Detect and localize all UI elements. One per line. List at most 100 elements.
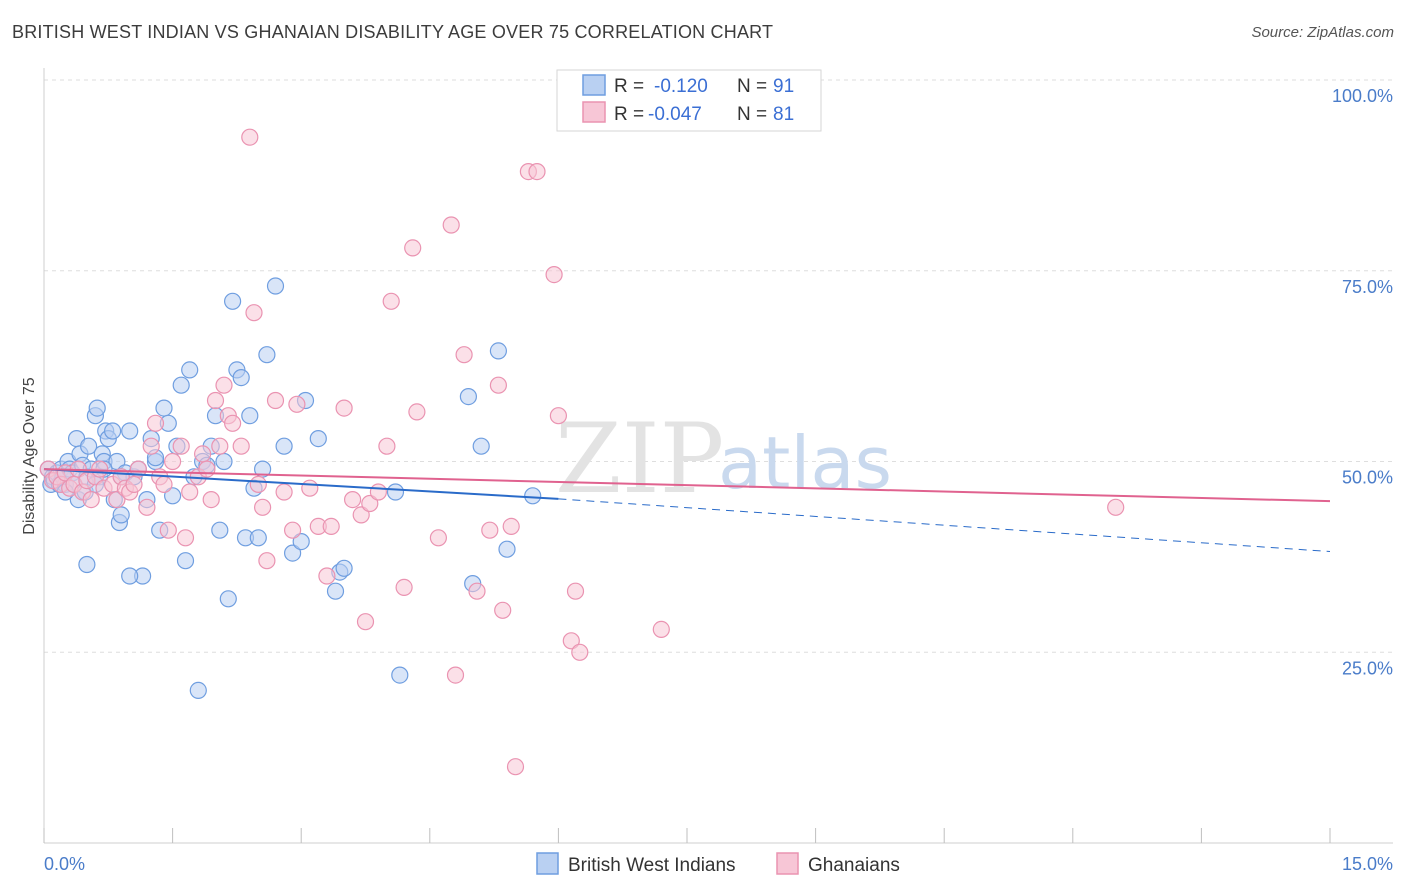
point-ghanaians: [164, 452, 182, 471]
point-british-west-indians: [459, 388, 477, 406]
point-ghanaians: [108, 491, 126, 509]
point-ghanaians: [395, 578, 413, 597]
point-british-west-indians: [489, 342, 507, 360]
point-ghanaians: [194, 445, 212, 463]
point-ghanaians: [506, 758, 525, 776]
point-british-west-indians: [275, 437, 293, 455]
point-british-west-indians: [326, 582, 345, 600]
point-british-west-indians: [121, 567, 139, 585]
watermark-atlas: atlas: [718, 421, 892, 505]
point-british-west-indians: [181, 361, 199, 379]
watermark: ZIP atlas: [555, 403, 892, 515]
stats-n-value-1: 91: [773, 76, 794, 97]
point-ghanaians: [258, 552, 276, 570]
point-ghanaians: [198, 460, 216, 478]
point-british-west-indians: [472, 437, 490, 455]
chart-title: BRITISH WEST INDIAN VS GHANAIAN DISABILI…: [12, 22, 774, 42]
point-ghanaians: [172, 437, 190, 455]
y-tick-label-50: 50.0%: [1342, 468, 1393, 488]
point-ghanaians: [549, 407, 568, 425]
point-ghanaians: [408, 403, 426, 421]
axes: [43, 68, 1393, 844]
point-ghanaians: [249, 475, 267, 493]
y-axis-label: Disability Age Over 75: [21, 377, 38, 535]
point-british-west-indians: [121, 422, 139, 440]
point-ghanaians: [652, 620, 670, 639]
point-ghanaians: [562, 632, 580, 650]
legend-label-british-west-indians: British West Indians: [568, 855, 736, 876]
point-ghanaians: [241, 128, 259, 146]
point-ghanaians: [245, 304, 263, 322]
point-ghanaians: [138, 498, 156, 516]
stats-n-value-2: 81: [773, 104, 794, 125]
point-british-west-indians: [386, 483, 405, 501]
point-ghanaians: [455, 346, 473, 364]
y-tick-label-75: 75.0%: [1342, 277, 1393, 297]
stats-r-value-2: -0.047: [648, 104, 702, 125]
stats-swatch-blue: [582, 74, 606, 96]
y-tick-label-100: 100.0%: [1332, 86, 1393, 106]
point-ghanaians: [254, 498, 272, 516]
stats-r-value-1: -0.120: [654, 76, 708, 97]
point-ghanaians: [288, 395, 306, 413]
point-ghanaians: [284, 521, 302, 539]
point-ghanaians: [356, 613, 375, 631]
point-ghanaians: [344, 491, 362, 509]
point-ghanaians: [429, 529, 447, 547]
point-ghanaians: [1107, 498, 1125, 516]
point-ghanaians: [446, 666, 465, 684]
trend-line-british-west-indians: [43, 468, 559, 500]
chart-source: Source: ZipAtlas.com: [1251, 24, 1394, 41]
point-ghanaians: [369, 483, 387, 501]
point-ghanaians: [224, 414, 242, 432]
point-british-west-indians: [215, 452, 233, 471]
point-british-west-indians: [88, 399, 106, 417]
point-ghanaians: [211, 437, 229, 455]
legend-swatch-british-west-indians: [536, 852, 559, 875]
point-british-west-indians: [219, 590, 237, 608]
point-ghanaians: [404, 239, 422, 257]
point-ghanaians: [125, 475, 143, 493]
point-british-west-indians: [189, 681, 207, 700]
point-british-west-indians: [284, 544, 302, 562]
point-british-west-indians: [498, 540, 516, 558]
point-british-west-indians: [78, 555, 96, 574]
stats-n-label-2: N =: [737, 104, 767, 125]
stats-r-label-2: R =: [614, 104, 644, 125]
point-british-west-indians: [164, 487, 182, 505]
point-british-west-indians: [249, 529, 267, 547]
x-tick-label-max: 15.0%: [1342, 854, 1393, 874]
point-ghanaians: [361, 494, 379, 513]
point-ghanaians: [468, 582, 486, 600]
point-ghanaians: [571, 643, 589, 661]
stats-r-label-1: R =: [614, 76, 644, 97]
x-tick-label-min: 0.0%: [44, 854, 85, 874]
point-ghanaians: [202, 491, 220, 509]
legend: British West Indians Ghanaians: [536, 852, 900, 876]
point-ghanaians: [382, 292, 400, 310]
legend-label-ghanaians: Ghanaians: [808, 855, 900, 876]
point-ghanaians: [545, 266, 563, 284]
point-ghanaians: [206, 391, 225, 410]
point-british-west-indians: [309, 430, 327, 448]
point-ghanaians: [335, 399, 353, 417]
stats-n-label-1: N =: [737, 76, 767, 97]
point-ghanaians: [494, 601, 512, 619]
point-ghanaians: [155, 475, 173, 493]
point-ghanaians: [82, 491, 100, 509]
point-ghanaians: [129, 460, 147, 478]
point-ghanaians: [91, 460, 109, 478]
point-british-west-indians: [112, 506, 130, 524]
point-british-west-indians: [241, 407, 259, 425]
point-british-west-indians: [224, 292, 242, 310]
point-ghanaians: [489, 376, 507, 394]
point-british-west-indians: [155, 399, 173, 417]
grid-lines: [44, 79, 1393, 653]
point-british-west-indians: [258, 346, 276, 364]
point-ghanaians: [322, 517, 340, 536]
x-tick-labels: 0.0% 15.0%: [44, 854, 1393, 874]
point-ghanaians: [275, 483, 293, 501]
y-tick-label-25: 25.0%: [1342, 658, 1393, 678]
point-ghanaians: [352, 506, 370, 524]
y-tick-labels: 25.0% 50.0% 75.0% 100.0%: [1332, 86, 1393, 678]
